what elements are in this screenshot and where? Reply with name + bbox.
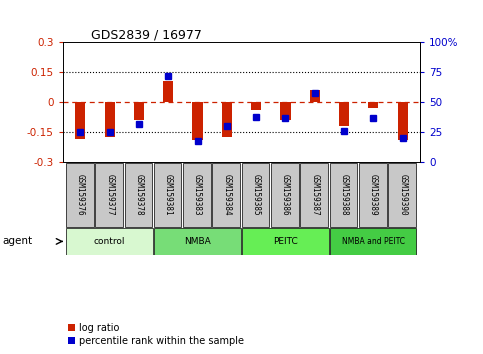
Bar: [339, 102, 349, 126]
Bar: [330, 164, 357, 227]
Text: GSM159383: GSM159383: [193, 174, 202, 216]
Text: GSM159378: GSM159378: [134, 174, 143, 216]
Bar: [104, 102, 115, 137]
Bar: [125, 164, 152, 227]
Text: GSM159376: GSM159376: [76, 174, 85, 216]
Text: GSM159387: GSM159387: [310, 174, 319, 216]
Legend: log ratio, percentile rank within the sample: log ratio, percentile rank within the sa…: [68, 323, 244, 346]
Text: GSM159385: GSM159385: [252, 174, 261, 216]
Bar: [398, 102, 408, 140]
Text: GSM159384: GSM159384: [222, 174, 231, 216]
Text: GSM159377: GSM159377: [105, 174, 114, 216]
Bar: [66, 164, 94, 227]
Bar: [330, 228, 416, 255]
Text: PEITC: PEITC: [273, 237, 298, 246]
Text: GSM159388: GSM159388: [340, 174, 349, 216]
Bar: [66, 228, 153, 255]
Text: GSM159381: GSM159381: [164, 174, 173, 216]
Bar: [251, 102, 261, 110]
Bar: [388, 164, 416, 227]
Text: NMBA: NMBA: [184, 237, 211, 246]
Bar: [163, 81, 173, 102]
Bar: [368, 102, 379, 108]
Bar: [242, 164, 270, 227]
Bar: [183, 164, 211, 227]
Bar: [192, 102, 203, 140]
Bar: [213, 164, 240, 227]
Bar: [222, 102, 232, 137]
Text: agent: agent: [2, 236, 32, 246]
Bar: [154, 164, 182, 227]
Bar: [359, 164, 386, 227]
Bar: [271, 164, 298, 227]
Bar: [242, 228, 328, 255]
Text: NMBA and PEITC: NMBA and PEITC: [342, 237, 405, 246]
Text: control: control: [94, 237, 126, 246]
Bar: [134, 102, 144, 120]
Bar: [310, 90, 320, 102]
Text: GSM159390: GSM159390: [398, 174, 407, 216]
Text: GSM159386: GSM159386: [281, 174, 290, 216]
Text: GDS2839 / 16977: GDS2839 / 16977: [91, 28, 202, 41]
Text: GSM159389: GSM159389: [369, 174, 378, 216]
Bar: [280, 102, 291, 120]
Bar: [75, 102, 85, 139]
Bar: [300, 164, 328, 227]
Bar: [95, 164, 123, 227]
Bar: [154, 228, 241, 255]
